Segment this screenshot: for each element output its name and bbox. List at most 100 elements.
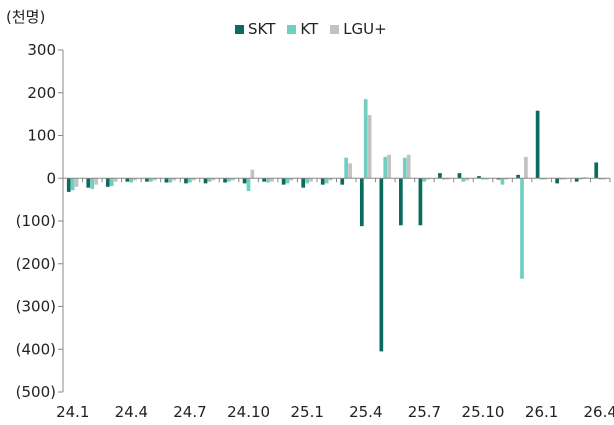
- bar-skt-26.1: [535, 110, 540, 179]
- x-tick-label: 25.10: [462, 403, 505, 421]
- legend-label-lgu: LGU+: [343, 20, 387, 38]
- bar-skt-24.8: [203, 178, 208, 184]
- bar-kt-26.3: [578, 178, 583, 180]
- legend-swatch-skt: [235, 24, 244, 34]
- bar-lgu-24.8: [211, 178, 216, 181]
- bar-skt-25.6: [399, 178, 403, 226]
- bar-skt-25.4: [359, 178, 364, 227]
- bar-kt-25.10: [481, 178, 485, 180]
- bar-lgu-25.12: [524, 156, 528, 179]
- legend-label-skt: SKT: [248, 20, 276, 38]
- bar-skt-25.10: [477, 176, 481, 179]
- bar-lgu-25.10: [484, 178, 489, 180]
- x-tick-label: 24.7: [173, 403, 206, 421]
- bar-kt-26.1: [539, 178, 544, 180]
- bar-lgu-26.4: [602, 178, 606, 180]
- x-tick-label: 26.4: [584, 403, 614, 421]
- x-tick-label: 25.7: [408, 403, 441, 421]
- bar-kt-25.9: [461, 178, 466, 182]
- bar-skt-24.6: [164, 178, 169, 183]
- bar-kt-24.9: [227, 178, 231, 182]
- bar-skt-26.2: [555, 178, 560, 184]
- bar-lgu-24.1: [74, 178, 79, 187]
- bar-lgu-25.4: [367, 114, 372, 179]
- y-tick-label: (100): [16, 212, 56, 230]
- bar-skt-25.8: [438, 173, 442, 179]
- legend-swatch-lgu: [330, 24, 340, 34]
- x-tick-label: 25.4: [349, 403, 382, 421]
- bar-skt-25.7: [418, 178, 423, 226]
- bar-skt-25.1: [301, 178, 306, 188]
- bar-skt-24.2: [86, 178, 91, 188]
- bar-lgu-24.9: [231, 178, 235, 181]
- bar-kt-25.4: [363, 99, 368, 179]
- bar-lgu-25.9: [465, 178, 470, 181]
- bar-skt-24.4: [125, 178, 130, 182]
- bar-skt-24.5: [145, 178, 149, 182]
- bar-lgu-25.6: [406, 154, 411, 179]
- bar-kt-25.3: [344, 157, 349, 179]
- bar-kt-24.4: [129, 178, 134, 183]
- bar-kt-24.6: [168, 178, 173, 183]
- bar-kt-25.8: [441, 178, 446, 180]
- bar-lgu-24.6: [172, 178, 177, 181]
- bar-lgu-26.1: [543, 178, 548, 180]
- bar-skt-25.9: [457, 173, 462, 179]
- bar-lgu-25.7: [426, 178, 431, 180]
- bar-kt-25.5: [383, 156, 388, 179]
- bar-skt-24.12: [281, 178, 286, 185]
- bar-kt-24.11: [266, 178, 270, 183]
- bar-kt-25.12: [520, 178, 524, 279]
- bar-lgu-25.1: [309, 178, 313, 182]
- bar-kt-24.2: [90, 178, 95, 189]
- x-tick-label: 25.1: [290, 403, 323, 421]
- bar-lgu-24.5: [152, 178, 157, 181]
- bar-lgu-25.11: [504, 178, 509, 180]
- bar-lgu-25.8: [445, 178, 450, 180]
- bar-kt-26.2: [559, 178, 563, 180]
- bar-kt-26.4: [598, 178, 602, 180]
- bar-skt-26.4: [594, 162, 599, 179]
- bar-lgu-24.10: [250, 169, 255, 179]
- bar-lgu-24.7: [191, 178, 196, 181]
- legend-item-lgu: LGU+: [330, 20, 387, 38]
- legend-item-kt: KT: [287, 20, 318, 38]
- bar-skt-24.11: [262, 178, 266, 182]
- bar-kt-25.7: [422, 178, 427, 182]
- bar-kt-24.8: [207, 178, 212, 182]
- bar-skt-24.10: [242, 178, 247, 184]
- bar-skt-24.1: [66, 178, 71, 192]
- bar-lgu-24.4: [133, 178, 138, 181]
- bar-kt-24.12: [285, 178, 290, 184]
- bar-skt-24.3: [105, 178, 110, 187]
- bar-kt-25.2: [324, 178, 329, 184]
- y-tick-label: 200: [27, 84, 56, 102]
- bar-kt-25.11: [500, 178, 505, 185]
- bar-lgu-24.3: [113, 178, 118, 182]
- legend: SKT KT LGU+: [235, 20, 387, 38]
- bar-kt-25.6: [402, 157, 407, 179]
- legend-label-kt: KT: [300, 20, 319, 38]
- y-tick-label: (400): [16, 340, 56, 358]
- bar-kt-24.10: [246, 178, 251, 192]
- x-tick-label: 24.10: [227, 403, 270, 421]
- y-tick-label: 300: [27, 41, 56, 59]
- bar-kt-24.1: [70, 178, 75, 191]
- bar-kt-24.5: [148, 178, 153, 182]
- bar-kt-24.3: [109, 178, 114, 186]
- bar-lgu-25.3: [348, 163, 352, 179]
- bar-skt-25.3: [340, 178, 345, 185]
- bar-skt-24.9: [223, 178, 227, 183]
- bar-lgu-25.5: [387, 154, 391, 179]
- y-tick-label: (200): [16, 255, 56, 273]
- y-tick-label: (300): [16, 298, 56, 316]
- bar-skt-24.7: [184, 178, 188, 184]
- bar-lgu-24.2: [94, 178, 98, 185]
- x-tick-label: 24.1: [56, 403, 89, 421]
- legend-item-skt: SKT: [235, 20, 275, 38]
- bar-skt-25.2: [320, 178, 325, 185]
- bar-skt-25.12: [516, 174, 520, 179]
- bar-lgu-24.12: [289, 178, 294, 181]
- y-tick-label: (500): [16, 383, 56, 401]
